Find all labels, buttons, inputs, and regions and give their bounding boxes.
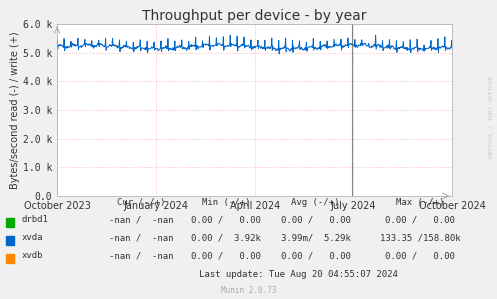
Text: -nan /  -nan: -nan / -nan bbox=[109, 251, 174, 260]
Text: RRDTOOL / TOBI OETIKER: RRDTOOL / TOBI OETIKER bbox=[489, 75, 494, 158]
Text: xvdb: xvdb bbox=[21, 251, 43, 260]
Text: 0.00 /   0.00: 0.00 / 0.00 bbox=[281, 251, 350, 260]
Text: -nan /  -nan: -nan / -nan bbox=[109, 215, 174, 224]
Text: Last update: Tue Aug 20 04:55:07 2024: Last update: Tue Aug 20 04:55:07 2024 bbox=[199, 270, 398, 279]
Y-axis label: Bytes/second read (-) / write (+): Bytes/second read (-) / write (+) bbox=[10, 31, 20, 189]
Text: 0.00 /   0.00: 0.00 / 0.00 bbox=[191, 251, 261, 260]
Text: Max (-/+): Max (-/+) bbox=[396, 198, 444, 207]
Text: 0.00 /   0.00: 0.00 / 0.00 bbox=[191, 215, 261, 224]
Text: 0.00 /   0.00: 0.00 / 0.00 bbox=[281, 215, 350, 224]
Text: Munin 2.0.73: Munin 2.0.73 bbox=[221, 286, 276, 295]
Text: 0.00 /   0.00: 0.00 / 0.00 bbox=[385, 215, 455, 224]
Text: xvda: xvda bbox=[21, 233, 43, 242]
Text: drbd1: drbd1 bbox=[21, 215, 48, 224]
Text: 3.99m/  5.29k: 3.99m/ 5.29k bbox=[281, 233, 350, 242]
Text: 0.00 /  3.92k: 0.00 / 3.92k bbox=[191, 233, 261, 242]
Text: Min (-/+): Min (-/+) bbox=[202, 198, 250, 207]
Text: Avg (-/+): Avg (-/+) bbox=[291, 198, 340, 207]
Text: 0.00 /   0.00: 0.00 / 0.00 bbox=[385, 251, 455, 260]
Text: -nan /  -nan: -nan / -nan bbox=[109, 233, 174, 242]
Title: Throughput per device - by year: Throughput per device - by year bbox=[143, 9, 367, 23]
Text: Cur (-/+): Cur (-/+) bbox=[117, 198, 166, 207]
Text: 133.35 /158.80k: 133.35 /158.80k bbox=[380, 233, 460, 242]
